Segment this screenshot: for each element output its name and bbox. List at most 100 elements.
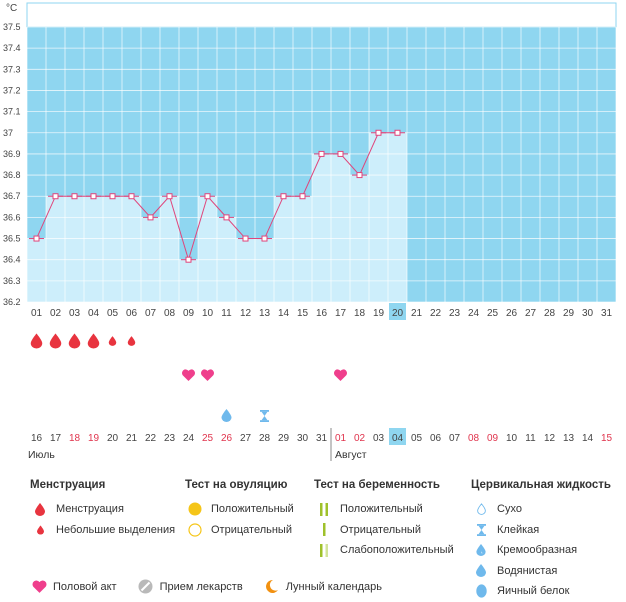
day-label-top: 17 xyxy=(335,308,347,319)
y-tick-label: 36.9 xyxy=(3,149,21,159)
day-label-top: 02 xyxy=(50,308,62,319)
temperature-column xyxy=(122,196,141,302)
y-tick-label: 36.5 xyxy=(3,234,21,244)
y-tick-label: 36.7 xyxy=(3,191,21,201)
day-label-top: 13 xyxy=(259,308,271,319)
chart-top-frame xyxy=(26,2,617,28)
temperature-column xyxy=(312,153,331,302)
legend-item-intercourse: Половой акт xyxy=(30,579,117,594)
temperature-point xyxy=(223,214,230,221)
temperature-point xyxy=(375,129,382,136)
day-label-top: 15 xyxy=(297,308,309,319)
temperature-point xyxy=(394,129,401,136)
date-label-bottom: 11 xyxy=(525,433,536,444)
month-label: Июль xyxy=(28,449,55,461)
date-label-bottom: 26 xyxy=(221,433,233,444)
temperature-point xyxy=(280,193,287,200)
temperature-point xyxy=(109,193,116,200)
day-label-top: 21 xyxy=(411,308,423,319)
legend-label: Менструация xyxy=(56,503,124,516)
y-tick-label: 36.6 xyxy=(3,212,21,222)
legend-item-medication: Прием лекарств xyxy=(137,579,243,594)
faint-lines-icon xyxy=(314,543,334,557)
legend-label: Сухо xyxy=(497,503,522,516)
drop-shape xyxy=(127,336,136,346)
date-label-bottom: 20 xyxy=(107,433,119,444)
day-label-top: 20 xyxy=(392,308,404,319)
date-label-bottom: 28 xyxy=(259,433,271,444)
bbt-chart: 37.5 37.4 37.3 37.2 37.1 37 36.9 36.8 36.7 36.6 36… xyxy=(3,2,617,461)
day-label-top: 29 xyxy=(563,308,575,319)
empty-circle-icon xyxy=(185,523,205,537)
menstruation-drop-icon xyxy=(68,333,81,349)
temperature-column xyxy=(274,196,293,302)
day-label-top: 05 xyxy=(107,308,119,319)
temperature-point xyxy=(90,193,97,200)
day-label-top: 06 xyxy=(126,308,138,319)
legend-item-pregnancy-negative: Отрицательный xyxy=(314,520,454,541)
current-day-highlight xyxy=(389,303,406,320)
day-label-top: 26 xyxy=(506,308,518,319)
legend-menstruation: Менструация Менструация Небольшие выделе… xyxy=(30,479,175,540)
legend-pregnancy: Тест на беременность Положительный Отриц… xyxy=(314,479,454,561)
legend-label: Водянистая xyxy=(497,564,558,577)
hourglass-part xyxy=(261,411,268,421)
date-label-bottom: 15 xyxy=(601,433,613,444)
temperature-point xyxy=(52,193,59,200)
legend-ovulation-title: Тест на овуляцию xyxy=(185,479,288,491)
legend-label: Кремообразная xyxy=(497,544,578,557)
day-label-top: 19 xyxy=(373,308,385,319)
small-blood-drop-icon xyxy=(30,525,50,535)
temperature-point xyxy=(128,193,135,200)
day-label-top: 25 xyxy=(487,308,499,319)
date-label-bottom: 08 xyxy=(468,433,480,444)
heart-shape xyxy=(181,369,196,381)
drop-shape xyxy=(108,336,117,346)
temperature-point xyxy=(185,256,192,263)
date-label-bottom: 10 xyxy=(506,433,518,444)
date-label-bottom: 12 xyxy=(544,433,556,444)
creamy-drop-icon xyxy=(471,544,491,557)
day-label-top: 28 xyxy=(544,308,556,319)
day-label-top: 09 xyxy=(183,308,195,319)
temperature-column xyxy=(103,196,122,302)
day-label-top: 27 xyxy=(525,308,537,319)
y-tick-label: 37.4 xyxy=(3,43,21,53)
intercourse-heart-icon xyxy=(181,369,196,381)
day-label-top: 31 xyxy=(601,308,613,319)
legend-item-ovulation-positive: Положительный xyxy=(185,499,294,520)
day-label-top: 08 xyxy=(164,308,176,319)
day-label-top: 04 xyxy=(88,308,100,319)
legend-item-watery: Водянистая xyxy=(471,561,611,582)
temperature-column xyxy=(293,196,312,302)
filled-circle-icon xyxy=(185,502,205,516)
date-label-bottom: 25 xyxy=(202,433,214,444)
legend-label: Половой акт xyxy=(53,580,117,593)
hourglass-part xyxy=(260,410,269,412)
heart-shape xyxy=(200,369,215,381)
y-tick-label: 36.4 xyxy=(3,255,21,265)
legend-label: Положительный xyxy=(211,503,294,516)
pill-icon xyxy=(137,579,155,594)
day-label-top: 18 xyxy=(354,308,366,319)
temperature-column xyxy=(65,196,84,302)
date-label-bottom: 18 xyxy=(69,433,81,444)
date-label-bottom: 09 xyxy=(487,433,499,444)
date-label-bottom: 22 xyxy=(145,433,157,444)
day-label-top: 14 xyxy=(278,308,290,319)
legend-cervical: Цервикальная жидкость Сухо Клейкая Кремо… xyxy=(471,479,611,602)
month-label: Август xyxy=(335,449,367,461)
date-label-bottom: 14 xyxy=(582,433,594,444)
day-label-top: 24 xyxy=(468,308,480,319)
date-label-bottom: 19 xyxy=(88,433,100,444)
one-line-icon xyxy=(314,523,334,537)
legend-label: Лунный календарь xyxy=(285,580,382,593)
two-lines-icon xyxy=(314,502,334,516)
sticky-hourglass-icon xyxy=(260,410,269,422)
date-label-bottom: 29 xyxy=(278,433,290,444)
day-label-top: 23 xyxy=(449,308,461,319)
date-label-bottom: 31 xyxy=(316,433,328,444)
egg-white-drop-icon xyxy=(471,584,491,598)
hourglass-icon xyxy=(471,523,491,536)
date-label-bottom: 03 xyxy=(373,433,385,444)
